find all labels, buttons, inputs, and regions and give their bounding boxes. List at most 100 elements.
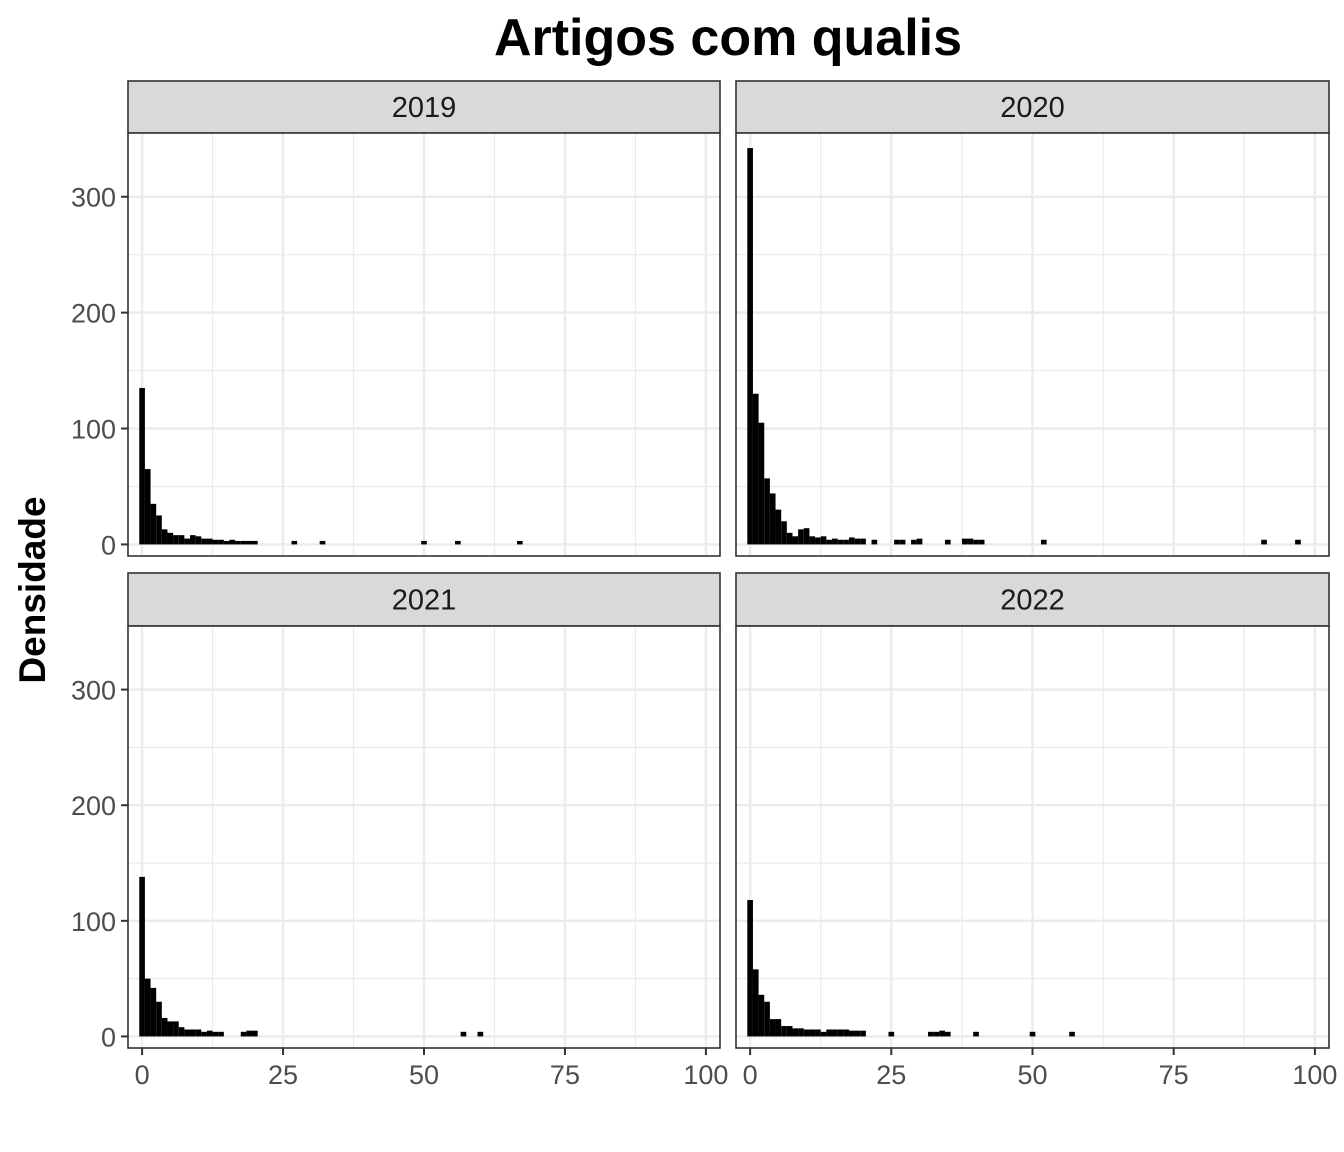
x-tick-label: 75	[1159, 1060, 1189, 1090]
histogram-bar	[477, 1031, 484, 1037]
histogram-bar	[184, 1029, 191, 1037]
y-tick-label: 300	[71, 676, 116, 706]
histogram-bar	[854, 1030, 861, 1037]
histogram-bar	[206, 538, 213, 545]
y-tick-label: 0	[101, 530, 116, 560]
histogram-bar	[843, 539, 849, 545]
histogram-bar	[246, 1030, 253, 1037]
histogram-bar	[894, 539, 900, 545]
histogram-bar	[167, 1021, 174, 1037]
histogram-bar	[1069, 1031, 1075, 1037]
facet-strip-label: 2020	[1000, 92, 1065, 124]
histogram-bar	[939, 1030, 945, 1037]
x-tick-label: 25	[268, 1060, 298, 1090]
histogram-bar	[195, 536, 202, 545]
histogram-bar	[455, 540, 461, 545]
histogram-bar	[1029, 1031, 1036, 1037]
histogram-bar	[832, 538, 838, 545]
histogram-bar	[854, 538, 861, 545]
histogram-bar	[212, 539, 219, 545]
x-tick-label: 0	[743, 1060, 758, 1090]
histogram-bar	[173, 535, 179, 545]
x-tick-label: 100	[1292, 1060, 1337, 1090]
facet-panel-2022: 2022 0 25 50 75 100	[735, 572, 1337, 1090]
histogram-bar	[848, 1030, 855, 1037]
facet-strip	[127, 80, 721, 134]
histogram-bar	[798, 1028, 804, 1037]
histogram-bar	[156, 515, 162, 545]
facet-panel-2019: 2019 0 100 200 300	[71, 80, 721, 560]
histogram-bar	[803, 1029, 810, 1037]
histogram-bar	[967, 538, 974, 545]
histogram-bar	[156, 1001, 162, 1037]
histogram-bar	[786, 1026, 793, 1037]
histogram-bar	[190, 535, 196, 545]
histogram-bar	[786, 532, 793, 545]
histogram-bar	[826, 1029, 833, 1037]
histogram-bar	[178, 1027, 185, 1037]
histogram-bar	[899, 539, 906, 545]
histogram-bar	[195, 1029, 202, 1037]
histogram-bar	[747, 148, 753, 545]
histogram-bar	[460, 1031, 467, 1037]
histogram-bar	[871, 539, 878, 545]
histogram-bar	[775, 509, 782, 545]
facet-strip-label: 2022	[1000, 585, 1065, 617]
histogram-bar	[888, 1031, 895, 1037]
x-tick-label: 100	[683, 1060, 728, 1090]
histogram-bar	[832, 1029, 838, 1037]
histogram-bar	[764, 1001, 770, 1037]
histogram-bar	[792, 536, 799, 545]
histogram-bar	[421, 540, 427, 545]
histogram-bar	[798, 529, 804, 545]
facet-panels: 2019 0 100 200 300 2020 2021 0 100 200 300 0 25 50 75 1…	[71, 80, 1337, 1090]
histogram-bar	[1295, 539, 1301, 545]
histogram-bar	[769, 493, 776, 545]
histogram-bar	[803, 528, 810, 545]
histogram-bar	[747, 900, 753, 1037]
histogram-bar	[781, 1026, 787, 1037]
histogram-bar	[240, 540, 247, 545]
histogram-bar	[792, 1028, 799, 1037]
histogram-bar	[206, 1030, 213, 1037]
facet-strip	[735, 572, 1330, 627]
histogram-bar	[837, 539, 844, 545]
histogram-bar	[167, 532, 174, 545]
histogram-bar	[911, 539, 917, 545]
histogram-bar	[781, 521, 787, 545]
histogram-bar	[139, 387, 145, 545]
histogram-bar	[764, 478, 770, 545]
histogram-bar	[201, 1031, 207, 1037]
histogram-bar	[848, 537, 855, 545]
histogram-bar	[860, 1030, 866, 1037]
histogram-bar	[218, 539, 224, 545]
y-axis-label: Densidade	[12, 496, 53, 683]
y-tick-label: 200	[71, 791, 116, 821]
histogram-bar	[252, 1030, 258, 1037]
facet-panel-2020: 2020	[735, 80, 1330, 557]
y-tick-label: 200	[71, 299, 116, 329]
histogram-bar	[837, 1029, 844, 1037]
histogram-bar	[173, 1021, 179, 1037]
histogram-bar	[843, 1029, 849, 1037]
y-tick-label: 300	[71, 183, 116, 213]
histogram-bar	[815, 537, 821, 545]
histogram-bar	[769, 1019, 776, 1037]
histogram-bar	[139, 876, 145, 1037]
histogram-bar	[144, 978, 151, 1037]
histogram-bar	[190, 1029, 196, 1037]
histogram-bar	[961, 538, 968, 545]
histogram-bar	[758, 422, 765, 545]
histogram-bar	[944, 539, 951, 545]
histogram-bar	[860, 538, 866, 545]
histogram-bar	[944, 1031, 951, 1037]
histogram-bar	[517, 540, 523, 545]
x-tick-label: 25	[876, 1060, 906, 1090]
panel-border	[735, 132, 1330, 557]
x-tick-label: 75	[550, 1060, 580, 1090]
histogram-bar	[150, 987, 157, 1037]
facet-strip	[127, 572, 721, 627]
histogram-bar	[201, 538, 207, 545]
histogram-bar	[815, 1029, 821, 1037]
histogram-bar	[752, 393, 759, 545]
